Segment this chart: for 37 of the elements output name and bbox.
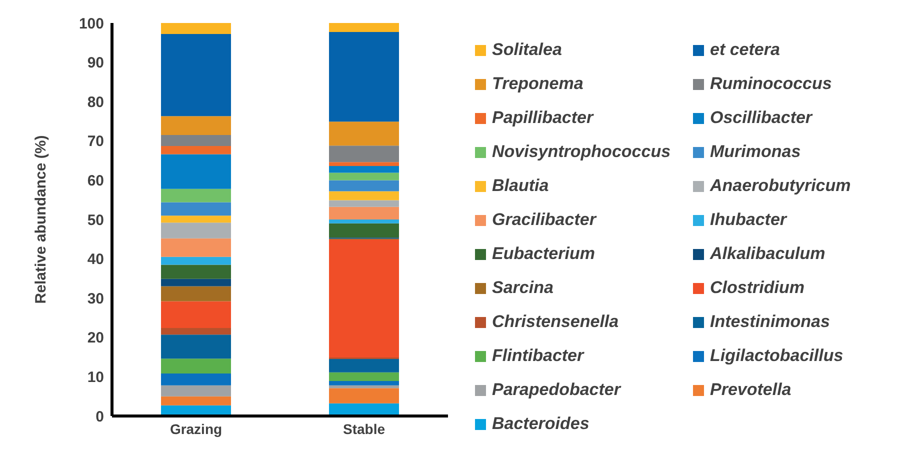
legend-label: et cetera bbox=[710, 40, 780, 60]
legend-label: Blautia bbox=[492, 176, 549, 196]
legend-label: Treponema bbox=[492, 74, 584, 94]
y-tick-label: 10 bbox=[87, 369, 104, 386]
legend-label: Ruminococcus bbox=[710, 74, 832, 94]
legend-label: Flintibacter bbox=[492, 346, 584, 366]
legend-label: Gracilibacter bbox=[492, 210, 596, 230]
legend-label: Alkalibaculum bbox=[710, 244, 826, 264]
y-tick-label: 50 bbox=[87, 212, 104, 229]
y-tick-label: 100 bbox=[78, 15, 104, 32]
x-tick-label: Stable bbox=[342, 420, 386, 437]
x-tick-label: Grazing bbox=[170, 420, 222, 437]
legend-label: Eubacterium bbox=[492, 244, 595, 264]
legend-label: Christensenella bbox=[492, 312, 619, 332]
legend-label: Parapedobacter bbox=[492, 380, 620, 400]
legend-label: Prevotella bbox=[710, 380, 792, 400]
legend-label: Sarcina bbox=[492, 278, 554, 298]
legend-label: Papillibacter bbox=[492, 108, 594, 128]
legend-label: Ligilactobacillus bbox=[710, 346, 844, 366]
y-tick-label: 0 bbox=[96, 408, 104, 426]
legend-label: Bacteroides bbox=[492, 414, 590, 434]
legend-label: Anaerobutyricum bbox=[710, 176, 851, 196]
legend-label: Intestinimonas bbox=[710, 312, 830, 332]
y-tick-label: 40 bbox=[87, 251, 104, 268]
y-tick-label: 80 bbox=[87, 94, 104, 111]
legend-label: Clostridium bbox=[710, 278, 804, 298]
legend-label: Solitalea bbox=[492, 40, 562, 60]
y-tick-label: 90 bbox=[87, 54, 104, 72]
legend-label: Novisyntrophococcus bbox=[492, 142, 671, 162]
y-tick-label: 30 bbox=[87, 290, 104, 308]
y-axis-title: Relative abundance (%) bbox=[32, 135, 50, 304]
y-tick-label: 70 bbox=[87, 133, 104, 150]
y-tick-label: 20 bbox=[87, 330, 104, 347]
legend-label: Oscillibacter bbox=[710, 108, 812, 128]
legend-label: Murimonas bbox=[710, 142, 801, 162]
y-tick-label: 60 bbox=[87, 172, 104, 190]
legend-label: Ihubacter bbox=[710, 210, 787, 230]
